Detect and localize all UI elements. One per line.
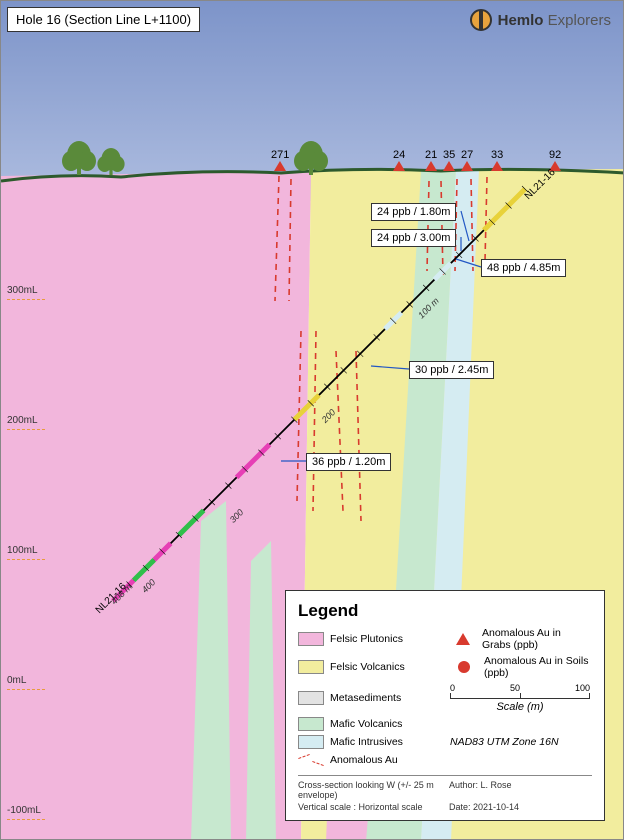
triangle-icon (443, 161, 455, 171)
legend-right-item: 050100Scale (m) (450, 683, 592, 713)
grab-sample-marker: 33 (491, 149, 503, 171)
grab-sample-marker: 24 (393, 149, 405, 171)
grab-value: 27 (461, 149, 473, 161)
y-axis-label: 100mL (7, 545, 38, 556)
y-axis-label: 0mL (7, 675, 26, 686)
anomalous-label: Anomalous Au (330, 754, 398, 766)
legend-lithology-item: Felsic Volcanics (298, 660, 440, 674)
y-axis-tick (7, 429, 45, 430)
legend-right-item: Anomalous Au in Soils (ppb) (450, 655, 592, 679)
triangle-icon (425, 161, 437, 171)
triangle-icon (491, 161, 503, 171)
scale-bar: 050100Scale (m) (450, 683, 590, 713)
y-axis-label: 300mL (7, 285, 38, 296)
grab-value: 24 (393, 149, 405, 161)
legend-grid: Felsic Plutonics Anomalous Au in Grabs (p… (298, 627, 592, 767)
assay-callout: 24 ppb / 1.80m (371, 203, 456, 221)
lithology-swatch (298, 735, 324, 749)
legend-lithology-item: Felsic Plutonics (298, 632, 440, 646)
y-axis-label: -100mL (7, 805, 41, 816)
legend-lithology-item: Mafic Volcanics (298, 717, 440, 731)
meta-scale-note: Vertical scale : Horizontal scale (298, 802, 441, 812)
y-axis-tick (7, 299, 45, 300)
lithology-swatch (298, 691, 324, 705)
triangle-icon (456, 633, 470, 645)
grab-value: 92 (549, 149, 561, 161)
grab-sample-marker: 27 (461, 149, 473, 171)
triangle-icon (461, 161, 473, 171)
assay-callout: 48 ppb / 4.85m (481, 259, 566, 277)
triangle-icon (393, 161, 405, 171)
legend-panel: Legend Felsic Plutonics Anomalous Au in G… (285, 590, 605, 821)
lithology-label: Felsic Volcanics (330, 661, 405, 673)
logo-text: Hemlo Explorers (498, 12, 611, 29)
legend-lithology-item: Metasediments (298, 691, 440, 705)
assay-callout: 36 ppb / 1.20m (306, 453, 391, 471)
grab-sample-marker: 35 (443, 149, 455, 171)
triangle-icon (274, 161, 286, 171)
lithology-swatch (298, 660, 324, 674)
meta-date: Date: 2021-10-14 (449, 802, 592, 812)
grab-sample-marker: 271 (271, 149, 289, 171)
grab-sample-marker: 21 (425, 149, 437, 171)
company-logo: Hemlo Explorers (470, 9, 611, 31)
circle-icon (458, 661, 470, 673)
legend-meta: Cross-section looking W (+/- 25 m envelo… (298, 775, 592, 812)
logo-icon (470, 9, 492, 31)
legend-right-item: NAD83 UTM Zone 16N (450, 736, 592, 748)
legend-anomalous-item: Anomalous Au (298, 753, 440, 767)
assay-callout: 30 ppb / 2.45m (409, 361, 494, 379)
lithology-swatch (298, 632, 324, 646)
meta-author: Author: L. Rose (449, 780, 592, 800)
lithology-label: Felsic Plutonics (330, 633, 403, 645)
y-axis-label: 200mL (7, 415, 38, 426)
legend-symbol-label: Anomalous Au in Grabs (ppb) (482, 627, 592, 651)
y-axis-tick (7, 559, 45, 560)
legend-title: Legend (298, 601, 592, 621)
lithology-label: Metasediments (330, 692, 401, 704)
legend-right-item: Anomalous Au in Grabs (ppb) (450, 627, 592, 651)
lithology-label: Mafic Intrusives (330, 736, 403, 748)
legend-symbol-label: Anomalous Au in Soils (ppb) (484, 655, 592, 679)
meta-projection: Cross-section looking W (+/- 25 m envelo… (298, 780, 441, 800)
grab-value: 35 (443, 149, 455, 161)
section-title: Hole 16 (Section Line L+1100) (7, 7, 200, 32)
y-axis-tick (7, 689, 45, 690)
cross-section-figure: Hole 16 (Section Line L+1100) Hemlo Expl… (0, 0, 624, 840)
grab-value: 21 (425, 149, 437, 161)
legend-datum: NAD83 UTM Zone 16N (450, 736, 559, 748)
y-axis-tick (7, 819, 45, 820)
assay-callout: 24 ppb / 3.00m (371, 229, 456, 247)
lithology-label: Mafic Volcanics (330, 718, 402, 730)
grab-value: 33 (491, 149, 503, 161)
legend-lithology-item: Mafic Intrusives (298, 735, 440, 749)
lithology-swatch (298, 717, 324, 731)
grab-value: 271 (271, 149, 289, 161)
dash-icon (298, 753, 324, 767)
